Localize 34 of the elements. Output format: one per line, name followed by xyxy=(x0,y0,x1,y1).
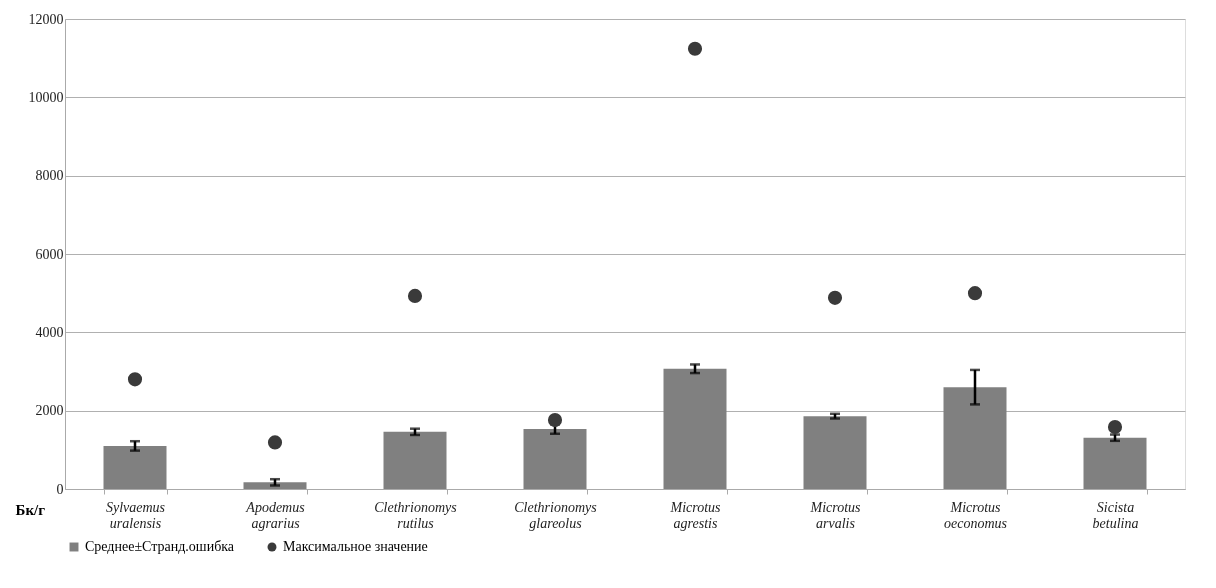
bar xyxy=(1083,437,1147,489)
y-tick-label: 2000 xyxy=(35,403,64,419)
point xyxy=(827,290,843,305)
y-tick-label: 4000 xyxy=(35,324,64,340)
x-tick-label: Clethrionomys rutilus xyxy=(374,499,458,531)
bar xyxy=(383,431,447,489)
bar xyxy=(663,368,727,489)
bar xyxy=(243,482,307,489)
x-tick-label: Apodemus agrarius xyxy=(245,499,306,531)
legend-label: Среднее±Странд.ошибка xyxy=(85,539,235,554)
y-axis-title: Бк/г xyxy=(15,501,46,518)
y-tick-label: 0 xyxy=(56,481,64,497)
legend-label: Максимальное значение xyxy=(283,539,428,554)
bar xyxy=(803,416,867,489)
x-tick-label: Sicista betulina xyxy=(1092,499,1139,531)
point xyxy=(127,372,143,387)
y-tick-label: 8000 xyxy=(35,168,64,184)
point xyxy=(547,413,563,428)
point xyxy=(1107,420,1123,435)
point xyxy=(407,288,423,303)
x-tick-label: Microtus arvalis xyxy=(809,499,862,531)
point xyxy=(267,435,283,450)
y-tick-label: 12000 xyxy=(28,11,64,27)
point xyxy=(967,286,983,301)
x-tick-label: Sylvaemus uralensis xyxy=(105,499,166,531)
x-tick-label: Clethrionomys glareolus xyxy=(514,499,598,531)
bar xyxy=(943,387,1007,489)
bar xyxy=(103,445,167,489)
y-tick-label: 10000 xyxy=(28,89,64,105)
bar xyxy=(523,429,587,489)
x-tick-label: Microtus agrestis xyxy=(669,499,722,531)
x-tick-label: Microtus oeconomus xyxy=(944,499,1008,531)
point xyxy=(687,41,703,56)
y-tick-label: 6000 xyxy=(35,246,64,262)
